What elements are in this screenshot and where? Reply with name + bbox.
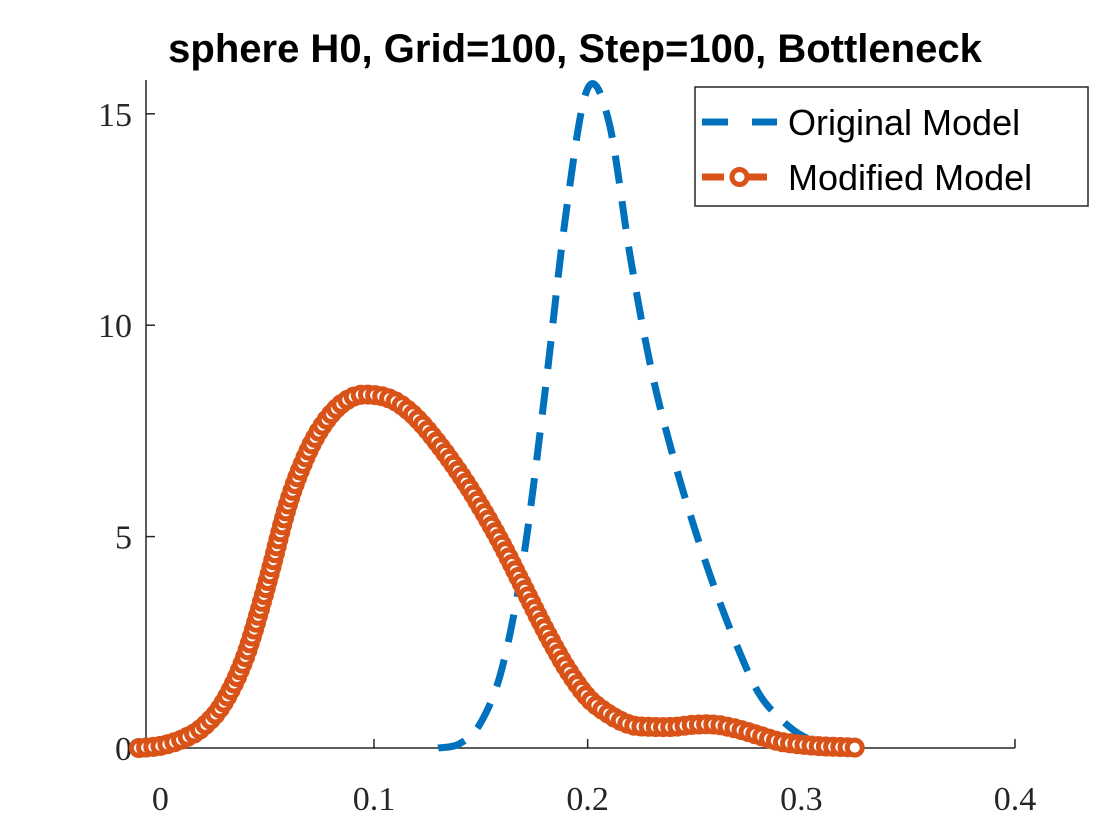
x-tick-label: 0 xyxy=(152,781,169,818)
chart-title: sphere H0, Grid=100, Step=100, Bottlenec… xyxy=(168,27,982,71)
legend-label: Modified Model xyxy=(788,157,1032,198)
y-tick-label: 15 xyxy=(98,97,132,134)
series-modified-model xyxy=(128,384,865,758)
y-tick-label: 10 xyxy=(98,308,132,345)
legend-marker xyxy=(729,167,750,187)
data-point xyxy=(673,456,674,457)
x-tick-label: 0.4 xyxy=(994,781,1037,818)
x-tick-label: 0.3 xyxy=(780,781,823,818)
legend: Original Model Modified Model xyxy=(694,86,1089,207)
legend-label: Original Model xyxy=(788,102,1020,143)
axes: 0 0.1 0.2 0.3 0.4 0 5 10 15 xyxy=(98,80,1036,818)
legend-box xyxy=(694,86,1089,207)
data-point xyxy=(779,718,780,719)
series-line xyxy=(437,80,824,752)
data-point-marker xyxy=(844,737,865,758)
plot-area xyxy=(128,80,865,758)
data-point xyxy=(715,591,716,592)
series-line xyxy=(138,391,855,752)
series-original-model xyxy=(437,80,824,752)
y-tick-label: 0 xyxy=(115,731,132,768)
x-tick-label: 0.1 xyxy=(353,781,396,818)
y-tick-label: 5 xyxy=(115,520,132,557)
x-tick-label: 0.2 xyxy=(566,781,609,818)
data-point xyxy=(651,371,652,372)
data-point xyxy=(523,557,524,558)
